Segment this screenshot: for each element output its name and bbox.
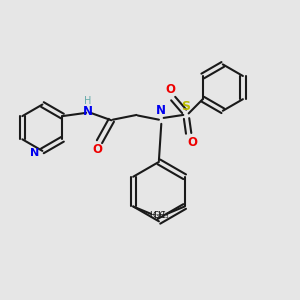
Text: O: O	[187, 136, 197, 149]
Text: N: N	[82, 105, 93, 118]
Text: O: O	[165, 83, 175, 96]
Text: S: S	[181, 100, 190, 112]
Text: CH₃: CH₃	[152, 211, 169, 220]
Text: N: N	[156, 104, 166, 117]
Text: H: H	[84, 96, 91, 106]
Text: H₃C: H₃C	[149, 211, 165, 220]
Text: N: N	[30, 148, 39, 158]
Text: O: O	[92, 143, 102, 156]
